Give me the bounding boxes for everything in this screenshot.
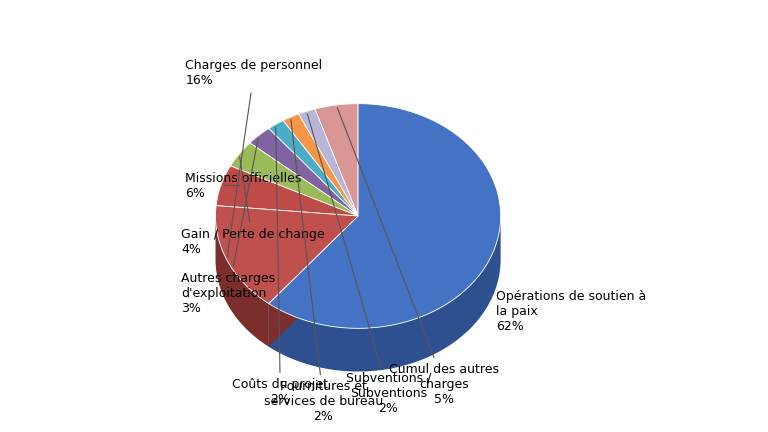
Text: Autres charges
d'exploitation
3%: Autres charges d'exploitation 3% (181, 138, 275, 315)
Text: Charges de personnel
16%: Charges de personnel 16% (185, 60, 323, 257)
Text: Cumul des autres
charges
5%: Cumul des autres charges 5% (337, 108, 499, 406)
Polygon shape (216, 216, 269, 347)
Polygon shape (269, 216, 501, 372)
Polygon shape (216, 206, 358, 304)
Polygon shape (299, 109, 358, 216)
Text: Subventions /
Subventions
2%: Subventions / Subventions 2% (307, 114, 431, 415)
Polygon shape (283, 114, 358, 216)
Text: Missions officielles
6%: Missions officielles 6% (185, 172, 302, 200)
Text: Gain / Perte de change
4%: Gain / Perte de change 4% (181, 157, 325, 256)
Text: Opérations de soutien à
la paix
62%: Opérations de soutien à la paix 62% (496, 289, 647, 333)
Text: Coûts du projet
2%: Coûts du projet 2% (232, 127, 329, 406)
Polygon shape (250, 128, 358, 216)
Polygon shape (269, 216, 358, 347)
Polygon shape (230, 143, 358, 216)
Polygon shape (315, 104, 358, 216)
Polygon shape (269, 104, 501, 328)
Text: Fournitures et
services de bureau
2%: Fournitures et services de bureau 2% (264, 120, 383, 423)
Polygon shape (216, 166, 358, 216)
Polygon shape (269, 216, 358, 347)
Polygon shape (269, 121, 358, 216)
